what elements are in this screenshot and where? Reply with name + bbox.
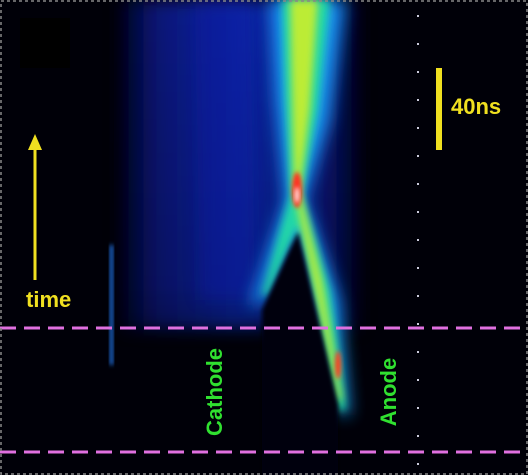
haze-band bbox=[195, 0, 255, 300]
scale-bar bbox=[436, 68, 442, 150]
cathode-streak bbox=[110, 245, 113, 365]
scale-label: 40ns bbox=[451, 94, 501, 119]
hotspot-center bbox=[295, 187, 299, 203]
black-box bbox=[20, 18, 70, 68]
time-label: time bbox=[26, 287, 71, 312]
cathode-label: Cathode bbox=[202, 348, 227, 436]
hotspot bbox=[335, 351, 341, 379]
anode-label: Anode bbox=[376, 358, 401, 426]
plume-core bbox=[290, 0, 342, 400]
time-arrow-head bbox=[28, 134, 42, 150]
shadow bbox=[262, 232, 338, 475]
